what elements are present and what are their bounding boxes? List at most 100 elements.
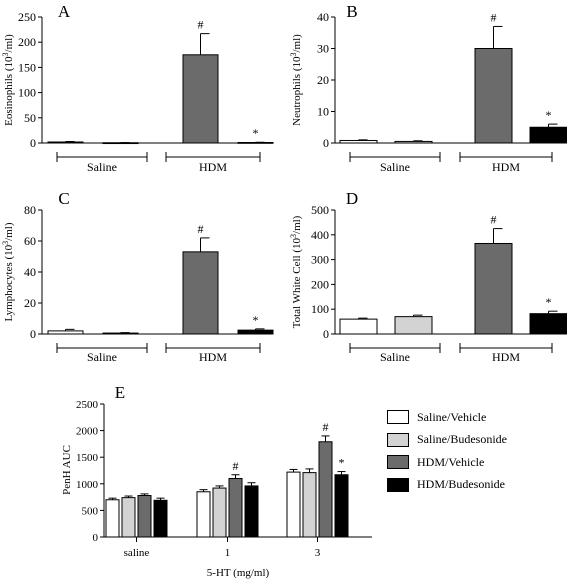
panel-d-group-label: HDM	[492, 350, 520, 364]
panel-c-letter: C	[58, 189, 69, 208]
panel-b-ytick-label: 0	[323, 136, 329, 150]
legend-swatch-hdm-vehicle	[387, 455, 409, 470]
panel-b-letter: B	[346, 2, 357, 21]
panel-a-ytick-label: 0	[30, 136, 36, 150]
panel-d-ytick-label: 300	[311, 253, 329, 267]
panel-e-bar	[137, 495, 152, 538]
panel-b-ytick-label: 10	[317, 105, 329, 119]
panel-d-ytick-label: 200	[311, 277, 329, 291]
panel-b-annotation: *	[546, 108, 552, 122]
panel-a-ytick-label: 250	[18, 10, 36, 24]
legend-swatch-saline-budesonide	[387, 432, 409, 447]
panel-b-ytick-label: 40	[317, 10, 329, 24]
panel-b-bar	[394, 140, 433, 144]
panel-e-ytick-label: 1000	[76, 479, 99, 491]
panel-b-ytick-label: 20	[317, 73, 329, 87]
panel-e-letter: E	[115, 383, 125, 402]
panel-e-ylabel: PenH AUC	[61, 445, 73, 495]
legend-label-saline-budesonide: Saline/Budesonide	[417, 432, 507, 447]
panel-a-bar	[182, 54, 219, 144]
legend-item-hdm-budesonide: HDM/Budesonide	[387, 474, 562, 497]
panel-a-annotation: #	[198, 18, 204, 32]
legend-label-saline-vehicle: Saline/Vehicle	[417, 409, 487, 424]
panel-c-bar	[237, 329, 274, 335]
panel-e-bar	[318, 441, 333, 538]
panel-a-annotation: *	[253, 126, 259, 140]
panel-d-annotation: #	[491, 213, 497, 227]
panel-d-bar	[474, 242, 513, 335]
panel-e-bar	[286, 471, 301, 538]
panel-d-bar	[529, 313, 567, 335]
legend-label-hdm-budesonide: HDM/Budesonide	[417, 477, 505, 492]
panel-c-bar	[102, 332, 139, 335]
panel-e-bar	[334, 474, 349, 538]
panel-e-ytick-label: 2000	[76, 426, 99, 438]
panel-e-xtick-label: 3	[315, 547, 321, 559]
panel-b-ytick-label: 30	[317, 42, 329, 56]
panel-a-ylabel: Eosinophils (103/ml)	[1, 34, 15, 126]
panel-d-ytick-label: 400	[311, 228, 329, 242]
panel-e-ytick-label: 1500	[76, 452, 99, 464]
panel-e-ytick-label: 500	[82, 505, 99, 517]
panel-e-annotation: *	[339, 456, 345, 470]
panel-c-ytick-label: 0	[30, 327, 36, 341]
panel-d-ytick-label: 100	[311, 302, 329, 316]
legend-label-hdm-vehicle: HDM/Vehicle	[417, 454, 485, 469]
panel-e-bar	[153, 499, 168, 538]
panel-d-letter: D	[346, 189, 358, 208]
legend-swatch-hdm-budesonide	[387, 477, 409, 492]
panel-d-bar	[394, 316, 433, 335]
panel-a-letter: A	[58, 2, 71, 21]
panel-b-group-label: Saline	[380, 160, 410, 174]
panel-c-bar	[182, 251, 219, 335]
panel-a-bar	[47, 141, 84, 144]
panel-e-bar	[196, 491, 211, 538]
panel-e-bar	[121, 497, 136, 538]
panel-b-group-label: HDM	[492, 160, 520, 174]
panel-e-bar	[105, 499, 120, 538]
panel-b-bar	[474, 48, 513, 144]
panel-a-group-label: HDM	[199, 160, 227, 174]
panel-e-ytick-label: 2500	[76, 399, 99, 411]
panel-e-bar	[244, 485, 259, 538]
panel-e-bar	[302, 472, 317, 538]
legend-item-saline-vehicle: Saline/Vehicle	[387, 406, 562, 429]
panel-d-ytick-label: 0	[323, 327, 329, 341]
panel-c-ytick-label: 60	[24, 234, 36, 248]
panel-a-ytick-label: 50	[24, 111, 36, 125]
legend-item-saline-budesonide: Saline/Budesonide	[387, 429, 562, 452]
panel-c-ylabel: Lymphocytes (103/ml)	[1, 222, 15, 321]
panel-d-annotation: *	[546, 295, 552, 309]
panel-a-ytick-label: 150	[18, 60, 36, 74]
panel-a-ytick-label: 100	[18, 86, 36, 100]
panel-e-xtick-label: saline	[124, 547, 150, 559]
panel-c-bar	[47, 330, 84, 335]
panel-e-bar	[228, 477, 243, 538]
panel-b-ylabel: Neutrophils (103/ml)	[289, 34, 303, 126]
panel-e-annotation: #	[323, 420, 329, 434]
legend-item-hdm-vehicle: HDM/Vehicle	[387, 451, 562, 474]
panel-d-bar	[339, 318, 378, 335]
panel-c-annotation: #	[198, 222, 204, 236]
panel-c-ytick-label: 40	[24, 265, 36, 279]
panel-e-annotation: #	[233, 459, 239, 473]
panel-c-ytick-label: 20	[24, 296, 36, 310]
panel-c-ytick-label: 80	[24, 203, 36, 217]
legend-swatch-saline-vehicle	[387, 410, 409, 425]
panel-d-ytick-label: 500	[311, 203, 329, 217]
panel-d-ylabel: Total White Cell (103/ml)	[289, 215, 303, 328]
panel-d-group-label: Saline	[380, 350, 410, 364]
panel-a-group-label: Saline	[87, 160, 117, 174]
panel-b-annotation: #	[491, 10, 497, 24]
panel-b-bar	[529, 126, 567, 144]
panel-b-bar	[339, 139, 378, 144]
panel-e-ytick-label: 0	[93, 532, 99, 544]
panel-e-bar	[212, 487, 227, 538]
panel-e-xtick-label: 1	[225, 547, 231, 559]
panel-c-group-label: Saline	[87, 350, 117, 364]
panel-a-ytick-label: 200	[18, 35, 36, 49]
panel-e-xlabel: 5-HT (mg/ml)	[207, 567, 270, 579]
panel-c-annotation: *	[253, 313, 259, 327]
legend: Saline/Vehicle Saline/Budesonide HDM/Veh…	[387, 406, 562, 496]
